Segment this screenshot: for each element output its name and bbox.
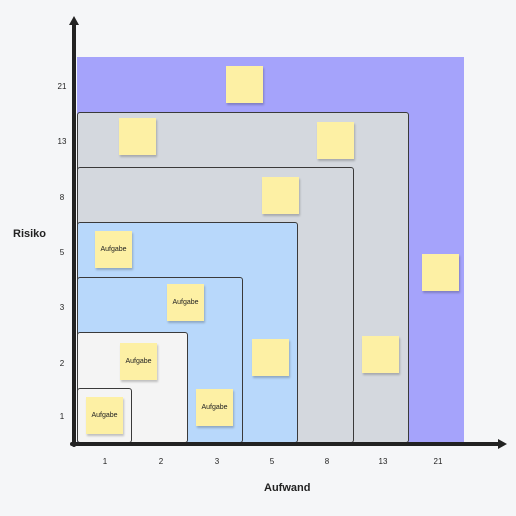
y-tick-label: 21 [57, 82, 67, 91]
x-tick-label: 8 [324, 457, 330, 466]
sticky-note[interactable] [226, 66, 263, 103]
y-tick-label: 3 [59, 303, 65, 312]
sticky-note[interactable]: Aufgabe [95, 231, 132, 268]
sticky-note[interactable] [317, 122, 354, 159]
sticky-note[interactable]: Aufgabe [86, 397, 123, 434]
y-tick-label: 2 [59, 359, 65, 368]
x-tick-label: 1 [102, 457, 108, 466]
x-tick-label: 13 [378, 457, 388, 466]
y-axis-arrow [69, 16, 79, 25]
y-tick-label: 5 [59, 248, 65, 257]
sticky-note[interactable]: Aufgabe [120, 343, 157, 380]
sticky-note[interactable]: Aufgabe [196, 389, 233, 426]
x-tick-label: 2 [158, 457, 164, 466]
x-tick-label: 5 [269, 457, 275, 466]
y-tick-label: 13 [57, 137, 67, 146]
y-tick-label: 1 [59, 412, 65, 421]
sticky-note[interactable] [422, 254, 459, 291]
sticky-note[interactable] [252, 339, 289, 376]
x-axis-arrow [498, 439, 507, 449]
y-tick-label: 8 [59, 193, 65, 202]
x-axis-title: Aufwand [264, 482, 311, 494]
x-tick-label: 3 [214, 457, 220, 466]
x-tick-label: 21 [433, 457, 443, 466]
sticky-note[interactable] [262, 177, 299, 214]
sticky-note[interactable]: Aufgabe [167, 284, 204, 321]
sticky-note[interactable] [119, 118, 156, 155]
sticky-note[interactable] [362, 336, 399, 373]
y-axis-title: Risiko [13, 228, 47, 240]
